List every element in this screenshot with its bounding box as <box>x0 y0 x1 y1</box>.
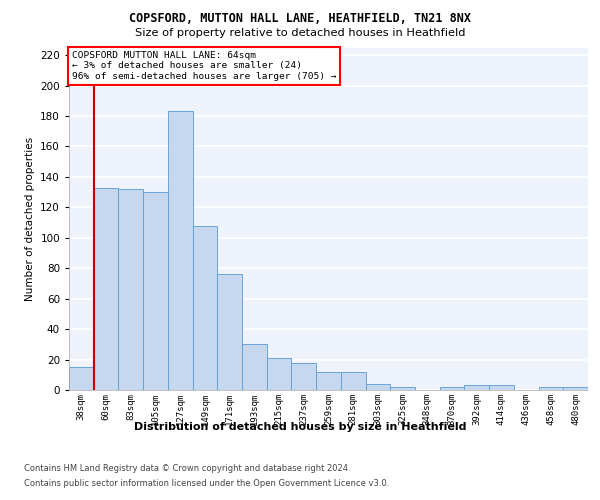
Y-axis label: Number of detached properties: Number of detached properties <box>25 136 35 301</box>
Bar <box>341 372 365 390</box>
Text: Contains public sector information licensed under the Open Government Licence v3: Contains public sector information licen… <box>24 479 389 488</box>
Text: Size of property relative to detached houses in Heathfield: Size of property relative to detached ho… <box>135 28 465 38</box>
Text: Distribution of detached houses by size in Heathfield: Distribution of detached houses by size … <box>134 422 466 432</box>
Bar <box>365 384 390 390</box>
Bar <box>489 386 514 390</box>
Bar <box>242 344 267 390</box>
Bar <box>390 387 415 390</box>
Bar <box>316 372 341 390</box>
Text: Contains HM Land Registry data © Crown copyright and database right 2024.: Contains HM Land Registry data © Crown c… <box>24 464 350 473</box>
Bar <box>168 112 193 390</box>
Bar <box>440 387 464 390</box>
Bar <box>464 386 489 390</box>
Bar <box>94 188 118 390</box>
Bar <box>69 367 94 390</box>
Text: COPSFORD, MUTTON HALL LANE, HEATHFIELD, TN21 8NX: COPSFORD, MUTTON HALL LANE, HEATHFIELD, … <box>129 12 471 26</box>
Bar <box>539 387 563 390</box>
Bar <box>143 192 168 390</box>
Text: COPSFORD MUTTON HALL LANE: 64sqm
← 3% of detached houses are smaller (24)
96% of: COPSFORD MUTTON HALL LANE: 64sqm ← 3% of… <box>71 51 336 80</box>
Bar <box>217 274 242 390</box>
Bar <box>563 387 588 390</box>
Bar <box>193 226 217 390</box>
Bar <box>292 362 316 390</box>
Bar <box>118 189 143 390</box>
Bar <box>267 358 292 390</box>
